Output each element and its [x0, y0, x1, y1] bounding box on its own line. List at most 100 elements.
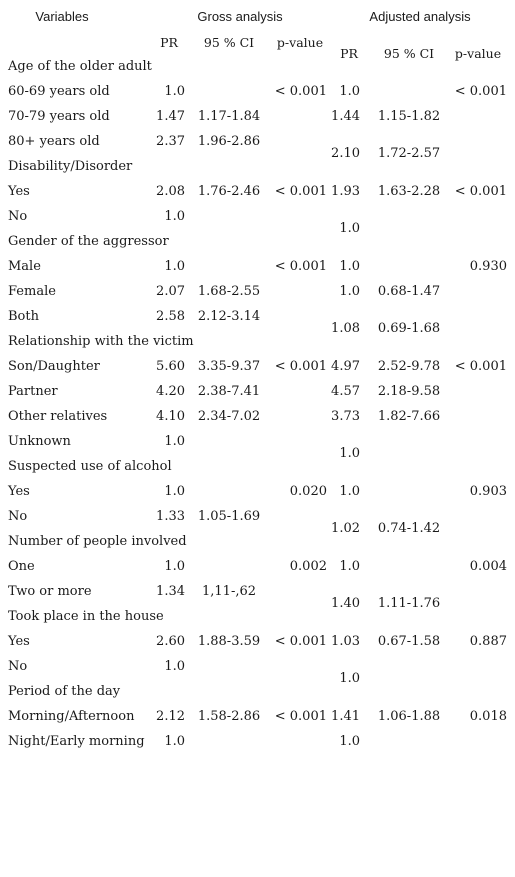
row-label: Unknown	[8, 434, 71, 449]
cell-g-ci: 1.76-2.46	[197, 184, 261, 199]
section-label: Disability/Disorder	[8, 159, 133, 174]
cell-a-p: 0.930	[469, 259, 507, 274]
cell-a-p: 0.903	[469, 484, 507, 499]
cell-a-p: 0.018	[469, 709, 507, 724]
cell-g-pr: 2.08	[156, 184, 185, 199]
cell-g-pr: 5.60	[156, 359, 185, 374]
cell-g-pr: 1.47	[156, 109, 185, 124]
cell-a-pr: 1.41	[331, 709, 360, 724]
cell-g-ci: 1,11-,62	[201, 584, 257, 599]
cell-g-ci: 2.12-3.14	[197, 309, 261, 324]
cell-g-p: 0.020	[289, 484, 327, 499]
cell-a-ci: 0.67-1.58	[377, 634, 441, 649]
section-label: Period of the day	[8, 684, 121, 699]
cell-a-pr: 1.0	[339, 446, 360, 461]
section-label: Gender of the aggressor	[8, 234, 169, 249]
row-label: Two or more	[8, 584, 92, 599]
header-variables: Variables	[35, 9, 89, 24]
row-label: No	[8, 509, 28, 524]
header-gross-pvalue: p-value	[276, 35, 324, 50]
cell-a-ci: 0.68-1.47	[377, 284, 441, 299]
cell-g-ci: 1.05-1.69	[197, 509, 261, 524]
section-label: Suspected use of alcohol	[8, 459, 172, 474]
cell-g-pr: 1.0	[164, 434, 185, 449]
cell-a-pr: 1.02	[331, 521, 360, 536]
cell-g-pr: 2.37	[156, 134, 185, 149]
row-label: Son/Daughter	[8, 359, 100, 374]
cell-g-pr: 2.07	[156, 284, 185, 299]
cell-g-pr: 1.0	[164, 484, 185, 499]
cell-a-ci: 0.69-1.68	[377, 321, 441, 336]
cell-g-ci: 2.34-7.02	[197, 409, 261, 424]
cell-g-p: 0.002	[289, 559, 327, 574]
cell-a-p: < 0.001	[454, 84, 507, 99]
section-label: Took place in the house	[8, 609, 164, 624]
cell-a-pr: 2.10	[331, 146, 360, 161]
cell-a-pr: 1.0	[339, 84, 360, 99]
row-label: Both	[8, 309, 39, 324]
cell-g-p: < 0.001	[274, 634, 327, 649]
cell-a-ci: 1.11-1.76	[377, 596, 441, 611]
cell-g-p: < 0.001	[274, 709, 327, 724]
cell-g-pr: 1.0	[164, 84, 185, 99]
header-gross-pr: PR	[160, 35, 178, 50]
cell-a-pr: 1.03	[331, 634, 360, 649]
cell-g-pr: 1.34	[156, 584, 185, 599]
header-gross-ci: 95 % CI	[203, 35, 255, 50]
cell-g-ci: 1.96-2.86	[197, 134, 261, 149]
cell-g-pr: 2.60	[156, 634, 185, 649]
cell-a-pr: 1.0	[339, 734, 360, 749]
cell-g-pr: 1.0	[164, 659, 185, 674]
row-label: No	[8, 209, 28, 224]
cell-a-pr: 1.0	[339, 559, 360, 574]
row-label: 80+ years old	[8, 134, 100, 149]
cell-g-pr: 1.0	[164, 259, 185, 274]
cell-g-pr: 1.0	[164, 559, 185, 574]
cell-a-ci: 1.63-2.28	[377, 184, 441, 199]
cell-a-pr: 1.0	[339, 671, 360, 686]
cell-a-ci: 0.74-1.42	[377, 521, 441, 536]
cell-a-pr: 1.0	[339, 484, 360, 499]
cell-a-pr: 1.0	[339, 221, 360, 236]
cell-g-pr: 1.33	[156, 509, 185, 524]
cell-a-p: < 0.001	[454, 359, 507, 374]
header-adjusted-ci: 95 % CI	[383, 46, 435, 61]
row-label: Female	[8, 284, 56, 299]
section-label: Age of the older adult	[8, 59, 152, 74]
row-label: Morning/Afternoon	[8, 709, 135, 724]
cell-g-ci: 2.38-7.41	[197, 384, 261, 399]
cell-a-ci: 1.15-1.82	[377, 109, 441, 124]
section-label: Relationship with the victim	[8, 334, 194, 349]
cell-g-ci: 1.17-1.84	[197, 109, 261, 124]
cell-a-ci: 1.72-2.57	[377, 146, 441, 161]
cell-g-p: < 0.001	[274, 359, 327, 374]
row-label: No	[8, 659, 28, 674]
cell-a-pr: 1.44	[331, 109, 360, 124]
row-label: Male	[8, 259, 41, 274]
header-adjusted-analysis: Adjusted analysis	[369, 9, 471, 24]
row-label: Yes	[8, 484, 30, 499]
header-gross-analysis: Gross analysis	[197, 9, 283, 24]
cell-g-p: < 0.001	[274, 184, 327, 199]
row-label: Yes	[8, 184, 30, 199]
row-label: One	[8, 559, 35, 574]
cell-g-pr: 2.58	[156, 309, 185, 324]
cell-g-ci: 1.88-3.59	[197, 634, 261, 649]
row-label: Partner	[8, 384, 58, 399]
cell-g-pr: 1.0	[164, 734, 185, 749]
cell-g-p: < 0.001	[274, 259, 327, 274]
cell-a-pr: 4.57	[331, 384, 360, 399]
row-label: 60-69 years old	[8, 84, 110, 99]
cell-a-pr: 1.40	[331, 596, 360, 611]
cell-a-pr: 1.0	[339, 284, 360, 299]
cell-g-pr: 4.10	[156, 409, 185, 424]
cell-g-p: < 0.001	[274, 84, 327, 99]
cell-a-p: 0.887	[469, 634, 507, 649]
header-adjusted-pvalue: p-value	[454, 46, 502, 61]
cell-a-pr: 4.97	[331, 359, 360, 374]
row-label: 70-79 years old	[8, 109, 110, 124]
cell-a-pr: 1.08	[331, 321, 360, 336]
row-label: Yes	[8, 634, 30, 649]
row-label: Night/Early morning	[8, 734, 145, 749]
cell-a-pr: 1.93	[331, 184, 360, 199]
